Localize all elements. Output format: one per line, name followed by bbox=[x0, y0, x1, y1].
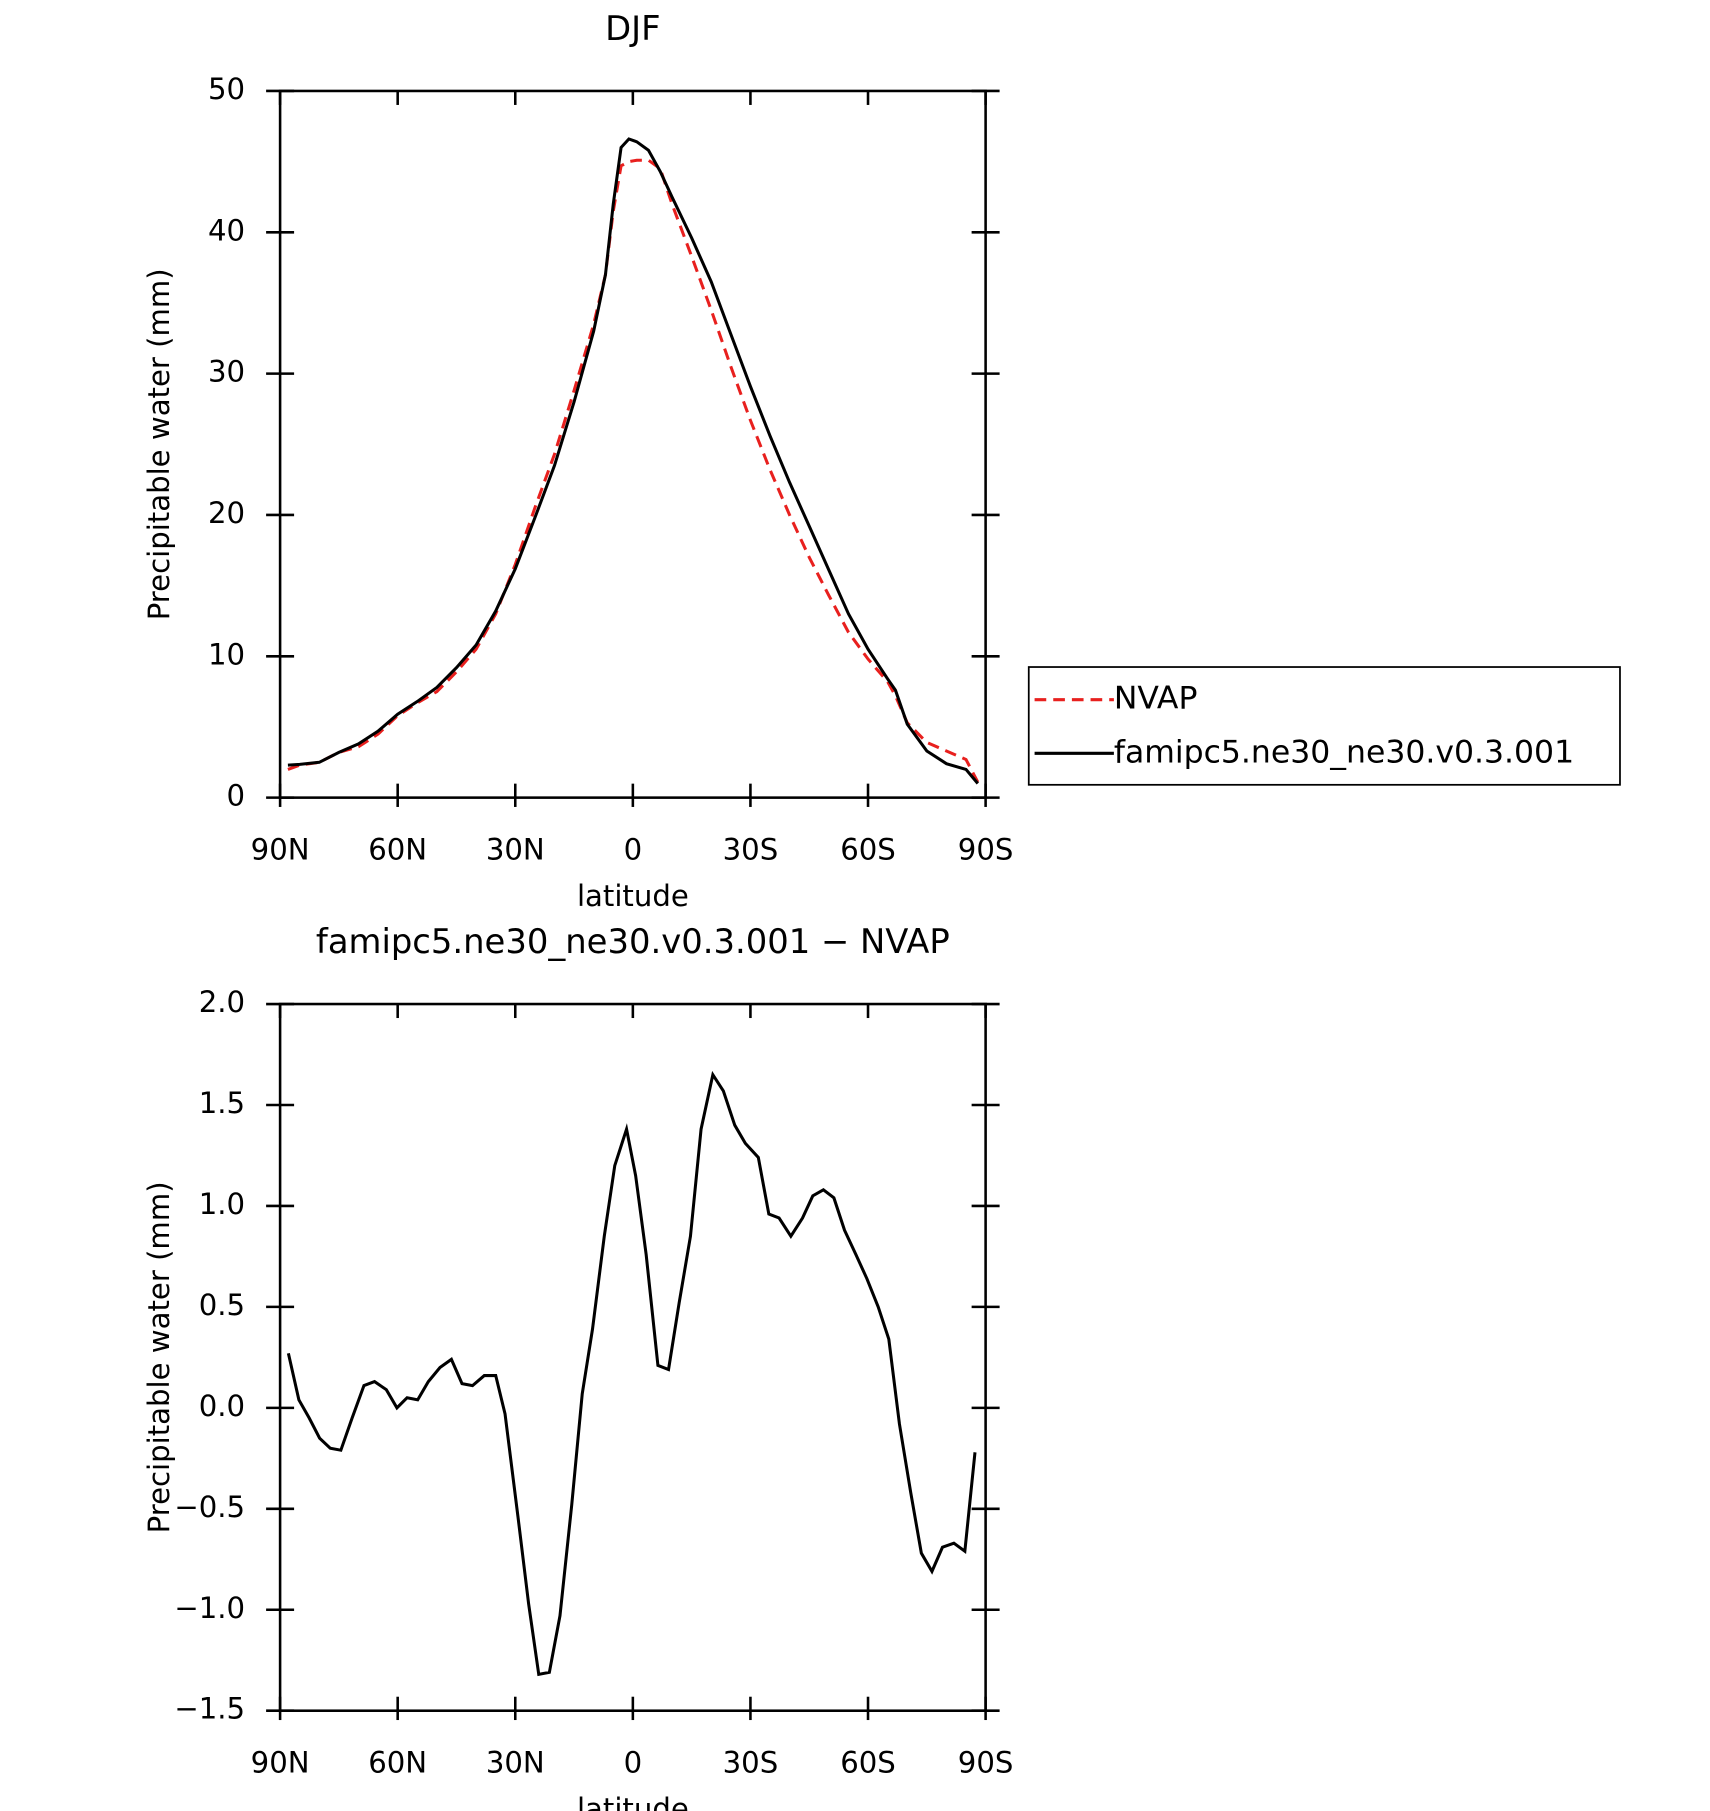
chart-title: DJF bbox=[605, 9, 660, 48]
y-tick-label: 0.5 bbox=[199, 1288, 245, 1322]
plot-frame bbox=[278, 89, 987, 799]
y-tick-label: 1.5 bbox=[199, 1086, 245, 1120]
y-tick-label: −1.0 bbox=[174, 1591, 245, 1625]
x-tick-label: 30S bbox=[723, 832, 779, 866]
x-axis-label: latitude bbox=[577, 879, 689, 913]
x-tick-label: 30S bbox=[723, 1745, 779, 1779]
y-tick-label: −0.5 bbox=[174, 1490, 245, 1524]
legend-label: famipc5.ne30_ne30.v0.3.001 bbox=[1114, 734, 1574, 770]
y-tick-label: 0.0 bbox=[199, 1389, 245, 1423]
x-tick-label: 60S bbox=[840, 832, 896, 866]
x-axis-label: latitude bbox=[577, 1792, 689, 1811]
series-line bbox=[287, 158, 980, 783]
chart-title: famipc5.ne30_ne30.v0.3.001 − NVAP bbox=[316, 922, 950, 961]
series-line bbox=[286, 1070, 977, 1677]
x-tick-label: 0 bbox=[624, 1745, 643, 1779]
y-tick-label: −1.5 bbox=[174, 1692, 245, 1726]
y-tick-label: 10 bbox=[208, 637, 245, 671]
y-tick-label: 50 bbox=[208, 72, 245, 106]
y-tick-label: 1.0 bbox=[199, 1187, 245, 1221]
x-tick-label: 60N bbox=[368, 832, 427, 866]
x-tick-label: 60S bbox=[840, 1745, 896, 1779]
x-tick-label: 0 bbox=[624, 832, 643, 866]
legend-label: NVAP bbox=[1114, 681, 1198, 717]
y-tick-label: 2.0 bbox=[199, 985, 245, 1019]
x-tick-label: 30N bbox=[486, 832, 545, 866]
y-tick-label: 0 bbox=[227, 779, 246, 813]
x-tick-label: 30N bbox=[486, 1745, 545, 1779]
x-tick-label: 90N bbox=[251, 1745, 310, 1779]
y-axis-label: Precipitable water (mm) bbox=[142, 1181, 176, 1533]
plot-frame bbox=[278, 1002, 987, 1712]
y-axis-label: Precipitable water (mm) bbox=[142, 268, 176, 620]
x-tick-label: 90S bbox=[958, 1745, 1014, 1779]
x-tick-label: 90S bbox=[958, 832, 1014, 866]
x-tick-label: 60N bbox=[368, 1745, 427, 1779]
y-tick-label: 30 bbox=[208, 355, 245, 389]
legend-box bbox=[1027, 666, 1621, 786]
y-tick-label: 20 bbox=[208, 496, 245, 530]
x-tick-label: 90N bbox=[251, 832, 310, 866]
y-tick-label: 40 bbox=[208, 213, 245, 247]
series-line bbox=[287, 137, 979, 785]
